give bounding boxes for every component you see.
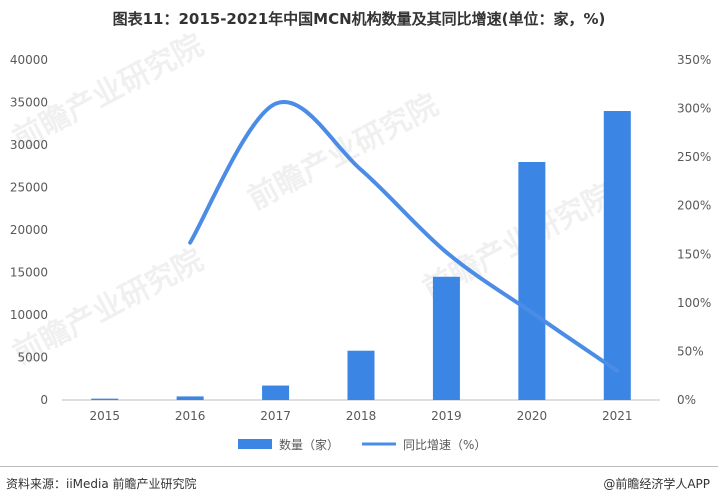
bar bbox=[432, 276, 460, 400]
source-text: 资料来源：iiMedia 前瞻产业研究院 bbox=[6, 477, 197, 491]
x-axis: 2015 2016 2017 2018 2019 2020 2021 bbox=[62, 399, 660, 423]
x-axis-tick-label: 2021 bbox=[602, 409, 633, 423]
bar bbox=[603, 111, 631, 400]
left-axis-tick-label: 20000 bbox=[10, 223, 48, 237]
bar bbox=[91, 398, 119, 400]
bar bbox=[262, 385, 290, 400]
x-axis-tick-label: 2018 bbox=[346, 409, 377, 423]
left-axis-tick-label: 35000 bbox=[10, 96, 48, 110]
right-axis-tick-label: 150% bbox=[677, 247, 711, 261]
left-axis-tick-label: 25000 bbox=[10, 181, 48, 195]
legend-bar-swatch bbox=[238, 439, 272, 449]
chart-title: 图表11：2015-2021年中国MCN机构数量及其同比增速(单位：家，%) bbox=[112, 10, 606, 28]
x-axis-tick-label: 2019 bbox=[431, 409, 462, 423]
x-axis-tick-label: 2020 bbox=[517, 409, 548, 423]
right-axis: 0% 50% 100% 150% 200% 250% 300% 350% bbox=[677, 53, 711, 407]
left-axis: 0 5000 10000 15000 20000 25000 30000 35000 40000 bbox=[10, 53, 48, 407]
right-axis-tick-label: 200% bbox=[677, 199, 711, 213]
left-axis-tick-label: 10000 bbox=[10, 308, 48, 322]
right-axis-tick-label: 250% bbox=[677, 150, 711, 164]
left-axis-tick-label: 5000 bbox=[17, 351, 48, 365]
legend-line-label: 同比增速（%） bbox=[403, 438, 486, 452]
left-axis-tick-label: 30000 bbox=[10, 138, 48, 152]
right-axis-tick-label: 350% bbox=[677, 53, 711, 67]
left-axis-tick-label: 15000 bbox=[10, 266, 48, 280]
bar bbox=[518, 162, 546, 400]
legend-bar-label: 数量（家） bbox=[279, 437, 339, 452]
brand-text: @前瞻经济学人APP bbox=[603, 477, 710, 491]
line-series bbox=[188, 99, 620, 373]
right-axis-tick-label: 50% bbox=[677, 344, 704, 358]
growth-line bbox=[188, 99, 620, 373]
footer: 资料来源：iiMedia 前瞻产业研究院 @前瞻经济学人APP bbox=[0, 466, 718, 504]
right-axis-tick-label: 100% bbox=[677, 296, 711, 310]
x-axis-tick-label: 2016 bbox=[175, 409, 206, 423]
x-axis-tick-label: 2015 bbox=[89, 409, 120, 423]
legend: 数量（家） 同比增速（%） bbox=[238, 437, 486, 452]
bar bbox=[176, 396, 204, 400]
left-axis-tick-label: 40000 bbox=[10, 53, 48, 67]
bar-series bbox=[91, 111, 631, 400]
x-axis-tick-label: 2017 bbox=[260, 409, 291, 423]
bar bbox=[347, 350, 375, 400]
right-axis-tick-label: 0% bbox=[677, 393, 696, 407]
right-axis-tick-label: 300% bbox=[677, 102, 711, 116]
left-axis-tick-label: 0 bbox=[40, 393, 48, 407]
